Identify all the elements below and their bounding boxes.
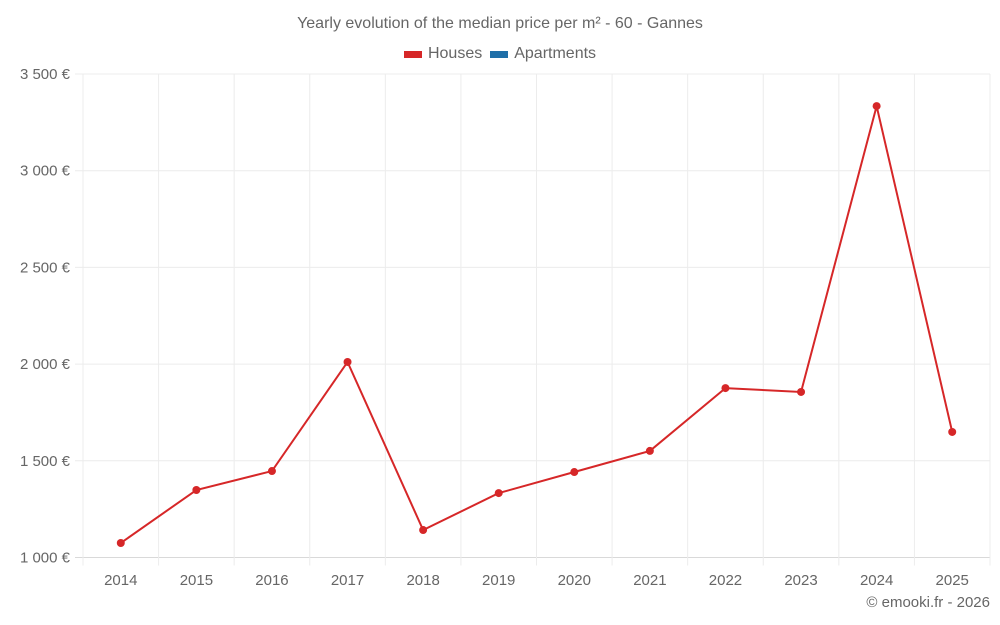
y-tick-label: 2 000 € [20,356,71,373]
legend-label-apartments: Apartments [514,45,597,62]
chart-title: Yearly evolution of the median price per… [297,15,703,32]
x-axis: 2014 2015 2016 2017 2018 2019 2020 2021 2022 2023… [104,572,969,589]
data-point[interactable] [872,102,881,111]
data-point[interactable] [797,387,806,396]
data-point[interactable] [343,357,352,366]
data-point[interactable] [645,446,654,455]
series-line [120,105,954,544]
data-point[interactable] [192,486,201,495]
legend-item-apartments[interactable]: Apartments [490,45,596,63]
x-tick-label: 2024 [860,572,893,589]
y-tick-label: 2 500 € [20,259,71,276]
x-tick-label: 2014 [104,572,137,589]
data-point[interactable] [570,468,579,477]
data-point[interactable] [948,427,957,436]
x-tick-label: 2017 [331,572,364,589]
data-point[interactable] [721,384,730,393]
y-tick-label: 3 500 € [20,66,71,83]
x-tick-label: 2019 [482,572,515,589]
y-tick-label: 1 000 € [20,550,71,567]
data-point[interactable] [419,526,428,535]
houses-swatch-icon [403,50,422,58]
x-tick-label: 2025 [936,572,969,589]
x-tick-label: 2022 [709,572,742,589]
x-tick-label: 2020 [558,572,591,589]
data-point[interactable] [267,467,276,476]
legend-item-houses[interactable]: Houses [403,45,483,63]
apartments-swatch-icon [490,50,509,58]
legend-label-houses: Houses [427,45,483,62]
y-axis: 1 000 € 1 500 € 2 000 € 2 500 € 3 000 € 3 500… [20,66,71,567]
houses-series [116,102,957,547]
data-point[interactable] [116,538,125,547]
x-tick-label: 2015 [180,572,213,589]
x-tick-label: 2023 [784,572,817,589]
y-tick-label: 1 500 € [20,453,71,470]
x-tick-label: 2018 [406,572,439,589]
copyright-credit: © emooki.fr - 2026 [866,594,990,611]
legend: Houses Apartments [0,45,1000,63]
x-tick-label: 2016 [255,572,288,589]
x-tick-label: 2021 [633,572,666,589]
data-point[interactable] [494,489,503,498]
gridlines [75,73,991,566]
y-tick-label: 3 000 € [20,163,71,180]
